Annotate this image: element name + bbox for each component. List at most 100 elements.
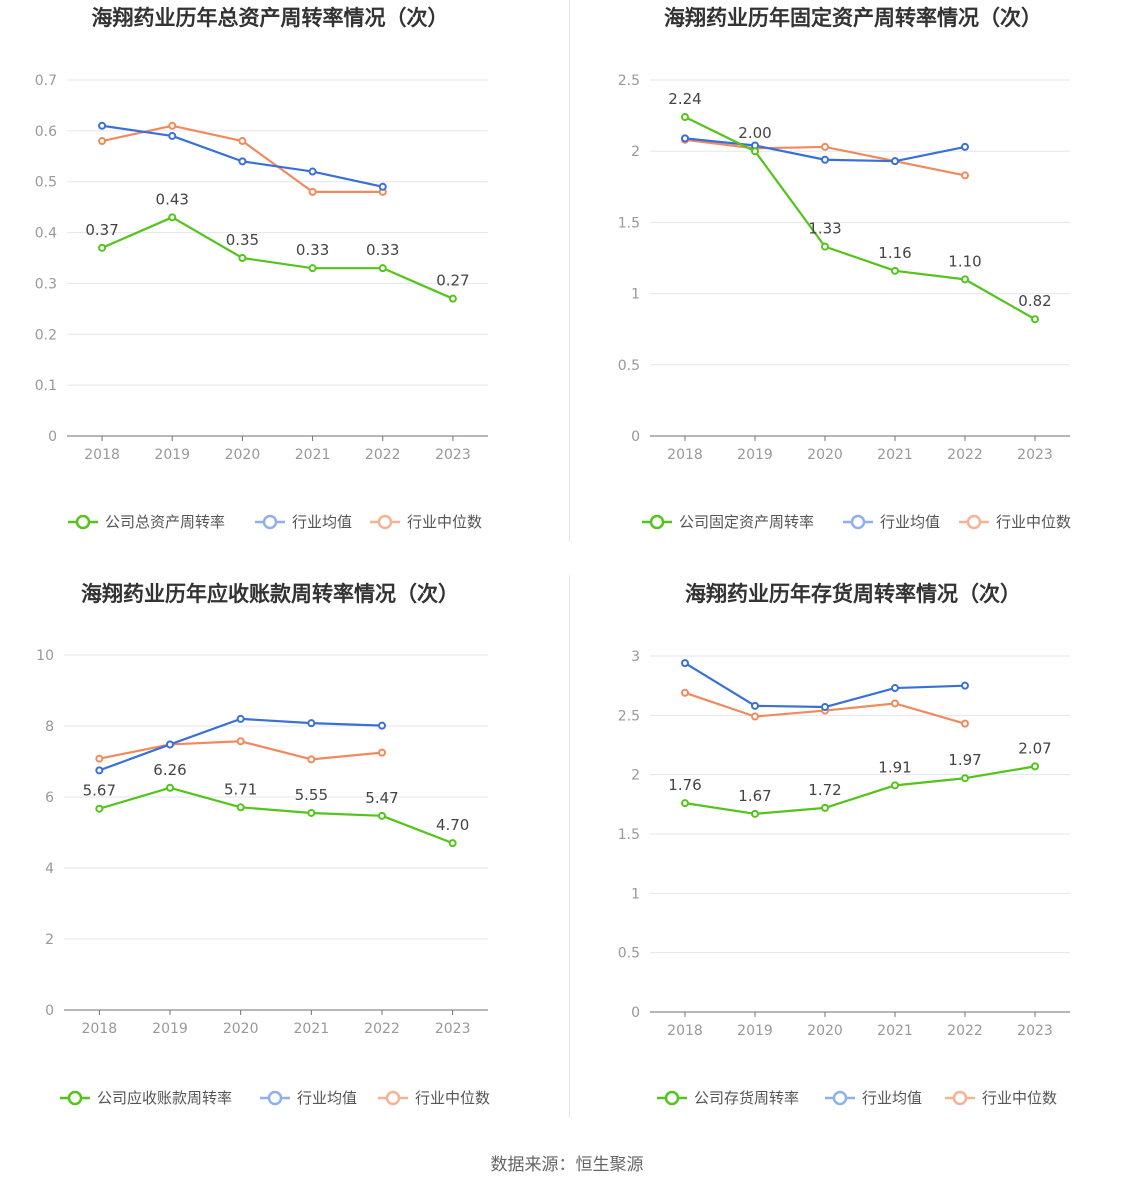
data-point-1 [891,684,899,693]
data-label: 1.72 [808,781,841,799]
chart-svg-fixed-assets: 海翔药业历年固定资产周转率情况（次） 0 0.5 1 1.5 2 2.5 2018 2019 20… [618,6,1071,531]
legend-label-0: 公司应收账款周转率 [97,1089,232,1107]
data-label: 0.35 [226,231,259,249]
series-line-0 [99,786,454,845]
x-tick-label: 2020 [223,1021,259,1037]
legend-marker-2 [952,1090,968,1106]
series-line-0 [684,765,1036,815]
data-point-2 [891,699,899,708]
data-label: 1.16 [878,244,911,262]
data-point-0 [681,113,689,122]
series-line-0 [684,116,1036,321]
x-tick-label: 2022 [364,1021,400,1037]
data-point-0 [378,811,386,820]
x-tick-label: 2022 [947,1023,983,1039]
legend-marker-1 [262,514,278,530]
x-tick-label: 2023 [1017,447,1053,463]
chart-title: 海翔药业历年存货周转率情况（次） [685,582,1021,606]
series-line-1 [684,662,966,709]
y-tick-label: 2.5 [618,73,640,89]
data-point-2 [238,137,247,146]
data-label: 2.24 [668,90,701,108]
x-tick-label: 2019 [152,1021,188,1037]
x-tick-label: 2022 [947,447,983,463]
data-point-2 [307,755,316,764]
legend-label-0: 公司固定资产周转率 [679,513,814,531]
y-tick-label: 1.5 [618,827,640,843]
data-point-0 [751,147,759,156]
legend-marker-2 [385,1090,401,1106]
data-point-0 [307,808,316,817]
data-point-1 [378,721,386,730]
data-point-1 [95,766,104,775]
y-tick-label: 2 [45,932,54,948]
chart-panel-receivables: 海翔药业历年应收账款周转率情况（次） 0 2 4 6 8 10 2018 2019 2020 202… [0,576,567,1151]
y-tick-label: 0.1 [35,378,57,394]
data-point-0 [168,213,177,222]
chart-title: 海翔药业历年总资产周转率情况（次） [92,6,449,30]
data-point-0 [891,266,899,275]
legend-label-1: 行业均值 [297,1089,357,1107]
data-point-0 [448,294,457,303]
y-tick-label: 6 [45,790,54,806]
legend-marker-1 [850,514,866,530]
data-point-2 [308,187,317,196]
legend-label-0: 公司总资产周转率 [105,513,225,531]
data-point-0 [378,264,387,273]
data-label: 1.97 [948,751,981,769]
x-tick-label: 2020 [225,447,261,463]
legend-label-2: 行业中位数 [996,513,1071,531]
chart-title: 海翔药业历年固定资产周转率情况（次） [664,6,1042,30]
y-tick-label: 0 [631,1005,640,1021]
x-tick-label: 2018 [667,447,703,463]
y-tick-label: 0.2 [35,327,57,343]
y-tick-label: 3 [631,649,640,665]
y-tick-label: 0.4 [35,226,57,242]
legend-marker-2 [377,514,393,530]
divider-top [569,0,570,542]
data-point-1 [378,182,387,191]
data-point-0 [891,781,899,790]
x-tick-label: 2018 [667,1023,703,1039]
y-tick-label: 0.7 [35,73,57,89]
legend-marker-0 [664,1090,680,1106]
y-tick-label: 1 [631,287,640,303]
legend-label-2: 行业中位数 [415,1089,490,1107]
data-point-2 [821,142,829,151]
legend-marker-0 [649,514,665,530]
x-tick-label: 2023 [435,447,471,463]
y-tick-label: 0 [631,429,640,445]
x-tick-label: 2021 [877,1023,913,1039]
x-tick-label: 2023 [435,1021,471,1037]
legend-marker-0 [67,1090,83,1106]
data-point-0 [961,774,969,783]
legend-marker-1 [267,1090,283,1106]
chart-svg-inventory: 海翔药业历年存货周转率情况（次） 0 0.5 1 1.5 2 2.5 3 2018 2019 202… [618,582,1070,1107]
chart-title: 海翔药业历年应收账款周转率情况（次） [81,582,459,606]
y-tick-label: 0 [48,429,57,445]
chart-panel-fixed-assets: 海翔药业历年固定资产周转率情况（次） 0 0.5 1 1.5 2 2.5 2018 2019 20… [567,0,1134,575]
data-label: 5.47 [365,789,398,807]
data-label: 2.07 [1018,739,1051,757]
y-tick-label: 8 [45,719,54,735]
y-tick-label: 2 [631,768,640,784]
divider-bottom [569,575,570,1118]
data-label: 6.26 [153,761,186,779]
y-tick-label: 0.3 [35,276,57,292]
series-line-0 [101,216,454,300]
data-point-0 [95,804,104,813]
data-point-2 [98,137,107,146]
x-tick-label: 2021 [877,447,913,463]
data-point-1 [821,703,829,712]
legend-label-0: 公司存货周转率 [694,1089,799,1107]
data-point-2 [95,754,104,763]
data-point-2 [961,171,969,180]
data-point-1 [751,701,759,710]
data-label: 0.33 [296,241,329,259]
data-point-1 [821,155,829,164]
data-point-1 [891,157,899,166]
legend-marker-2 [966,514,982,530]
y-tick-label: 0 [45,1003,54,1019]
y-tick-label: 2.5 [618,708,640,724]
data-point-0 [961,275,969,284]
